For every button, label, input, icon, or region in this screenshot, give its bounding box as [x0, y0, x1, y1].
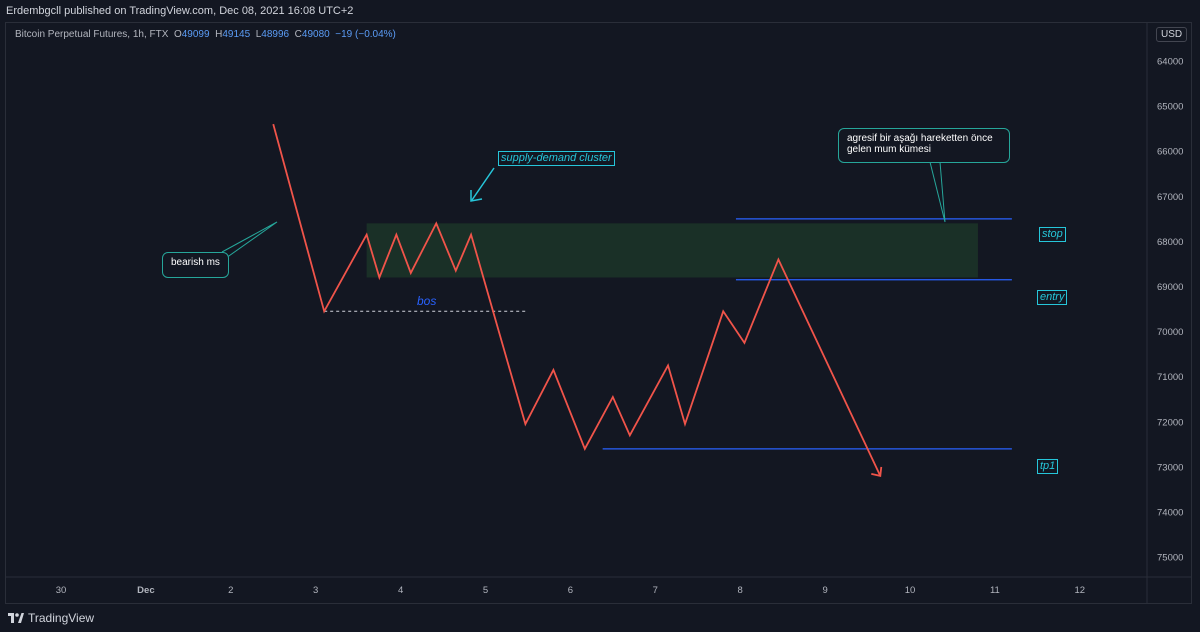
bearish-ms-pointer — [221, 221, 278, 259]
bos-label: bos — [417, 294, 437, 308]
y-tick-label: 72000 — [1157, 417, 1183, 428]
close-value: 49080 — [301, 29, 330, 40]
symbol-info: Bitcoin Perpetual Futures, 1h, FTX O4909… — [15, 29, 396, 40]
x-tick-label: 2 — [228, 585, 233, 596]
x-tick-label: 6 — [568, 585, 573, 596]
x-tick-label: Dec — [137, 585, 154, 596]
annotation-lines — [221, 161, 946, 259]
x-tick-label: 9 — [822, 585, 827, 596]
symbol-name: Bitcoin Perpetual Futures, 1h, FTX — [15, 29, 169, 40]
low-label: L — [255, 29, 262, 40]
zone-label: supply-demand cluster — [498, 151, 615, 166]
tp1-label: tp1 — [1037, 459, 1059, 474]
candle-cluster-callout: agresif bir aşağı hareketten önce gelen … — [838, 128, 1010, 163]
y-tick-label: 74000 — [1157, 508, 1183, 519]
tradingview-icon — [8, 613, 24, 623]
x-tick-label: 8 — [738, 585, 743, 596]
low-value: 48996 — [261, 29, 290, 40]
x-tick-label: 7 — [653, 585, 658, 596]
x-tick-label: 12 — [1075, 585, 1086, 596]
open-label: O — [173, 29, 182, 40]
y-tick-label: 71000 — [1157, 372, 1183, 383]
y-tick-label: 67000 — [1157, 192, 1183, 203]
y-axis: 64000 65000 66000 67000 68000 69000 70000 71000… — [1146, 22, 1183, 604]
y-tick-label: 66000 — [1157, 147, 1183, 158]
entry-label: entry — [1037, 290, 1068, 305]
price-polyline — [272, 123, 882, 477]
y-tick-label: 73000 — [1157, 462, 1183, 473]
x-axis: 30 Dec 2 3 4 5 6 7 8 9 10 11 12 — [5, 576, 1192, 596]
brand-name: TradingView — [28, 611, 95, 625]
y-tick-label: 70000 — [1157, 327, 1183, 338]
y-tick-label: 65000 — [1157, 102, 1183, 113]
x-tick-label: 30 — [56, 585, 67, 596]
bearish-ms-callout: bearish ms — [162, 252, 229, 278]
zone-rect — [366, 223, 978, 278]
change-value: −19 (−0.04%) — [335, 29, 396, 40]
stop-label: stop — [1039, 227, 1066, 242]
high-label: H — [215, 29, 223, 40]
price-arrowhead — [871, 466, 883, 478]
zone-pointer-arrow — [471, 167, 495, 201]
x-tick-label: 11 — [990, 585, 1000, 596]
open-value: 49099 — [181, 29, 210, 40]
chart-frame — [5, 22, 1192, 604]
published-header: Erdembgcll published on TradingView.com,… — [0, 0, 1200, 22]
x-tick-label: 4 — [398, 585, 403, 596]
zone-pointer-arrowhead — [470, 190, 483, 202]
x-tick-label: 3 — [313, 585, 318, 596]
supply-demand-zone — [366, 223, 978, 278]
x-tick-label: 5 — [483, 585, 488, 596]
high-value: 49145 — [222, 29, 251, 40]
candle-cluster-pointer — [929, 161, 946, 223]
x-tick-label: 10 — [905, 585, 916, 596]
y-tick-label: 69000 — [1157, 282, 1183, 293]
price-path — [272, 123, 883, 478]
close-label: C — [294, 29, 302, 40]
tradingview-logo[interactable]: TradingView — [8, 611, 94, 625]
footer — [0, 604, 1200, 632]
currency-button[interactable]: USD — [1156, 27, 1188, 42]
y-tick-label: 64000 — [1157, 57, 1183, 68]
y-tick-label: 75000 — [1157, 553, 1183, 564]
y-tick-label: 68000 — [1157, 237, 1183, 248]
